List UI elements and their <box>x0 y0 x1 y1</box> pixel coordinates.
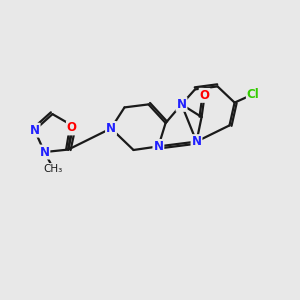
Text: N: N <box>153 140 164 153</box>
Text: N: N <box>30 124 40 137</box>
Text: N: N <box>176 98 187 111</box>
Text: CH₃: CH₃ <box>44 164 63 174</box>
Text: O: O <box>67 122 77 134</box>
Text: N: N <box>106 122 116 135</box>
Text: Cl: Cl <box>247 88 260 101</box>
Text: N: N <box>191 135 202 148</box>
Text: O: O <box>200 89 210 102</box>
Text: N: N <box>39 146 50 159</box>
